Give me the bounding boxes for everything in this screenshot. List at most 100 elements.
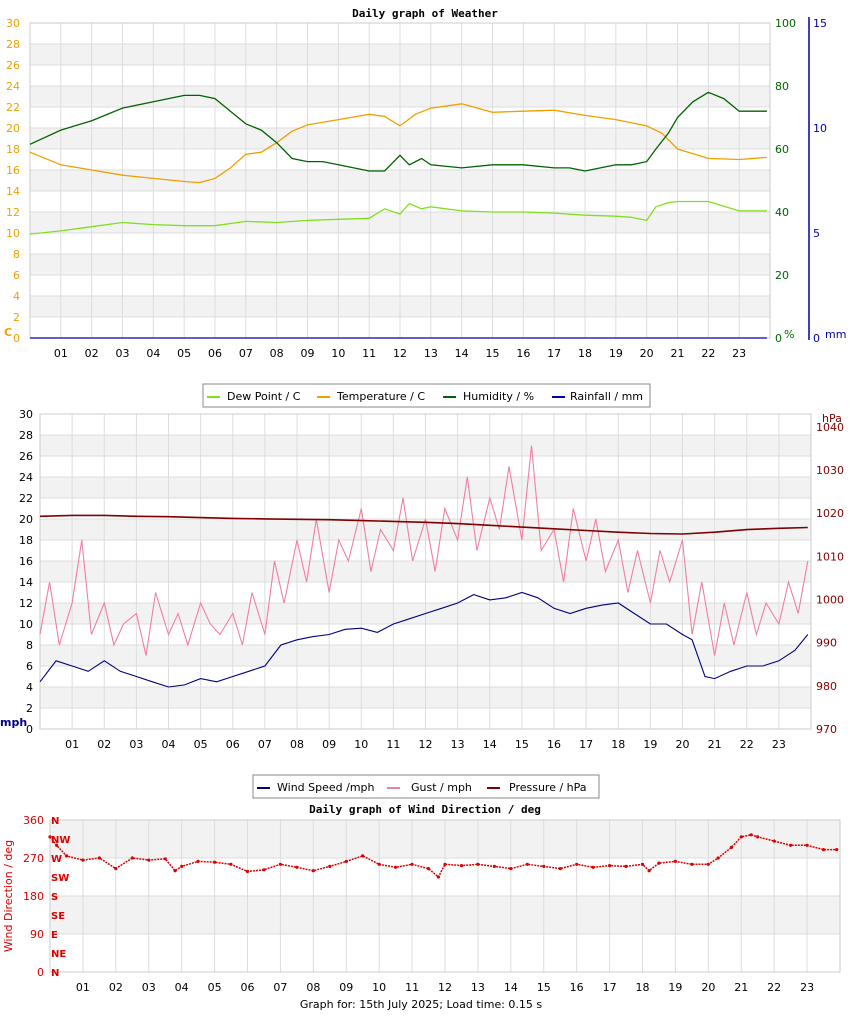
wind-direction-point: [739, 835, 743, 839]
temperature-tick-label: 2: [13, 311, 20, 324]
wind-direction-point: [805, 843, 809, 847]
hour-tick-label: 19: [643, 738, 657, 751]
hour-tick-label: 20: [676, 738, 690, 751]
wind-speed-tick-label: 8: [26, 639, 33, 652]
series-line-humidity: [29, 91, 767, 172]
wind-direction-point: [245, 869, 250, 874]
temperature-tick-label: 6: [13, 269, 20, 282]
wind-speed-tick-label: 30: [19, 408, 33, 421]
hour-tick-label: 06: [241, 981, 255, 994]
wind-direction-point: [196, 859, 200, 864]
weather-legend: Dew Point / C Temperature / C Humidity /…: [202, 383, 651, 408]
hour-tick-label: 04: [175, 981, 189, 994]
hour-tick-label: 02: [97, 738, 111, 751]
hour-tick-label: 03: [129, 738, 143, 751]
hour-tick-label: 16: [516, 347, 530, 360]
wind-direction-compass-labels: N NE E SE S SW W NW N: [51, 816, 70, 979]
legend-pressure-label: Pressure / hPa: [509, 781, 587, 794]
wind-direction-point: [64, 854, 69, 858]
wind-direction-point: [48, 835, 52, 839]
humidity-tick-label: 40: [775, 206, 789, 219]
wind-direction-point: [542, 864, 546, 869]
hour-tick-label: 23: [800, 981, 814, 994]
wind-direction-tick-label: 0: [37, 966, 44, 979]
wind-direction-point: [361, 854, 365, 858]
wind-speed-tick-label: 16: [19, 555, 33, 568]
legend-dewpoint-label: Dew Point / C: [227, 390, 301, 403]
hour-tick-label: 13: [424, 347, 438, 360]
hour-tick-label: 08: [306, 981, 320, 994]
compass-label: E: [51, 930, 58, 941]
wind-direction-point: [575, 862, 579, 866]
wind-speed-tick-label: 26: [19, 450, 33, 463]
wind-direction-point: [229, 862, 233, 866]
hour-tick-label: 12: [393, 347, 407, 360]
hour-tick-label: 23: [732, 347, 746, 360]
hour-tick-label: 19: [668, 981, 682, 994]
compass-label: W: [51, 854, 62, 865]
humidity-axis-ticks: 0 20 40 60 80 100: [775, 17, 796, 345]
wind-speed-tick-label: 2: [26, 702, 33, 715]
hour-tick-label: 02: [85, 347, 99, 360]
rainfall-axis-label: mm: [825, 328, 846, 341]
temperature-tick-label: 14: [6, 185, 20, 198]
pressure-axis-ticks: 970 980 990 1000 1010 1020 1030 1040: [816, 421, 844, 736]
hour-tick-label: 16: [570, 981, 584, 994]
wind-direction-point: [97, 856, 101, 860]
compass-label: SW: [51, 873, 69, 884]
wind-direction-point: [756, 835, 760, 839]
wind-speed-axis-label: mph: [0, 716, 27, 729]
hour-tick-label: 04: [146, 347, 160, 360]
wind-speed-tick-label: 12: [19, 597, 33, 610]
weather-chart-title: Daily graph of Weather: [352, 7, 498, 20]
wind-direction-point: [443, 862, 447, 866]
hour-tick-label: 18: [636, 981, 650, 994]
pressure-axis-label: hPa: [822, 412, 842, 425]
wind-speed-tick-label: 4: [26, 681, 33, 694]
wind-speed-tick-label: 14: [19, 576, 33, 589]
hour-tick-label: 08: [290, 738, 304, 751]
series-line-pressure: [39, 514, 808, 535]
wind-direction-point: [377, 862, 381, 866]
wind-direction-point: [624, 864, 628, 869]
wind-direction-point: [835, 848, 839, 852]
wind-direction-tick-label: 180: [23, 890, 44, 903]
hour-tick-label: 15: [537, 981, 551, 994]
wind-direction-point: [394, 865, 398, 869]
hour-tick-label: 22: [701, 347, 715, 360]
hour-tick-label: 12: [419, 738, 433, 751]
wind-legend: Wind Speed /mph Gust / mph Pressure / hP…: [252, 774, 600, 799]
wind-direction-point: [130, 856, 134, 860]
weather-chart-grid: [30, 22, 770, 339]
hour-tick-label: 11: [405, 981, 419, 994]
legend-gust-label: Gust / mph: [411, 781, 472, 794]
hour-tick-label: 17: [603, 981, 617, 994]
hour-tick-label: 13: [451, 738, 465, 751]
wind-direction-hour-ticks: 01 02 03 04 05 06 07 08 09 10 11 12 13 14 15 16 17 18 19 20…: [76, 981, 814, 994]
wind-direction-point: [262, 868, 266, 872]
temperature-tick-label: 0: [13, 332, 20, 345]
hour-tick-label: 22: [740, 738, 754, 751]
hour-tick-label: 01: [76, 981, 90, 994]
pressure-tick-label: 970: [816, 723, 837, 736]
rainfall-tick-label: 15: [813, 17, 827, 30]
wind-direction-point: [821, 848, 826, 852]
wind-direction-point: [749, 833, 753, 837]
wind-series: [39, 445, 809, 688]
hour-tick-label: 02: [109, 981, 123, 994]
series-line-wind: [39, 591, 809, 688]
wind-direction-point: [311, 869, 315, 873]
wind-direction-point: [410, 862, 414, 866]
humidity-axis-label: %: [784, 328, 794, 341]
temperature-tick-label: 18: [6, 143, 20, 156]
weather-chart: Daily graph of Weather 02468101214161820…: [4, 7, 846, 408]
compass-label: N: [51, 968, 59, 979]
hour-tick-label: 10: [354, 738, 368, 751]
compass-label: N: [51, 816, 59, 827]
wind-direction-point: [81, 858, 85, 862]
wind-direction-point: [436, 875, 440, 879]
hour-tick-label: 07: [258, 738, 272, 751]
